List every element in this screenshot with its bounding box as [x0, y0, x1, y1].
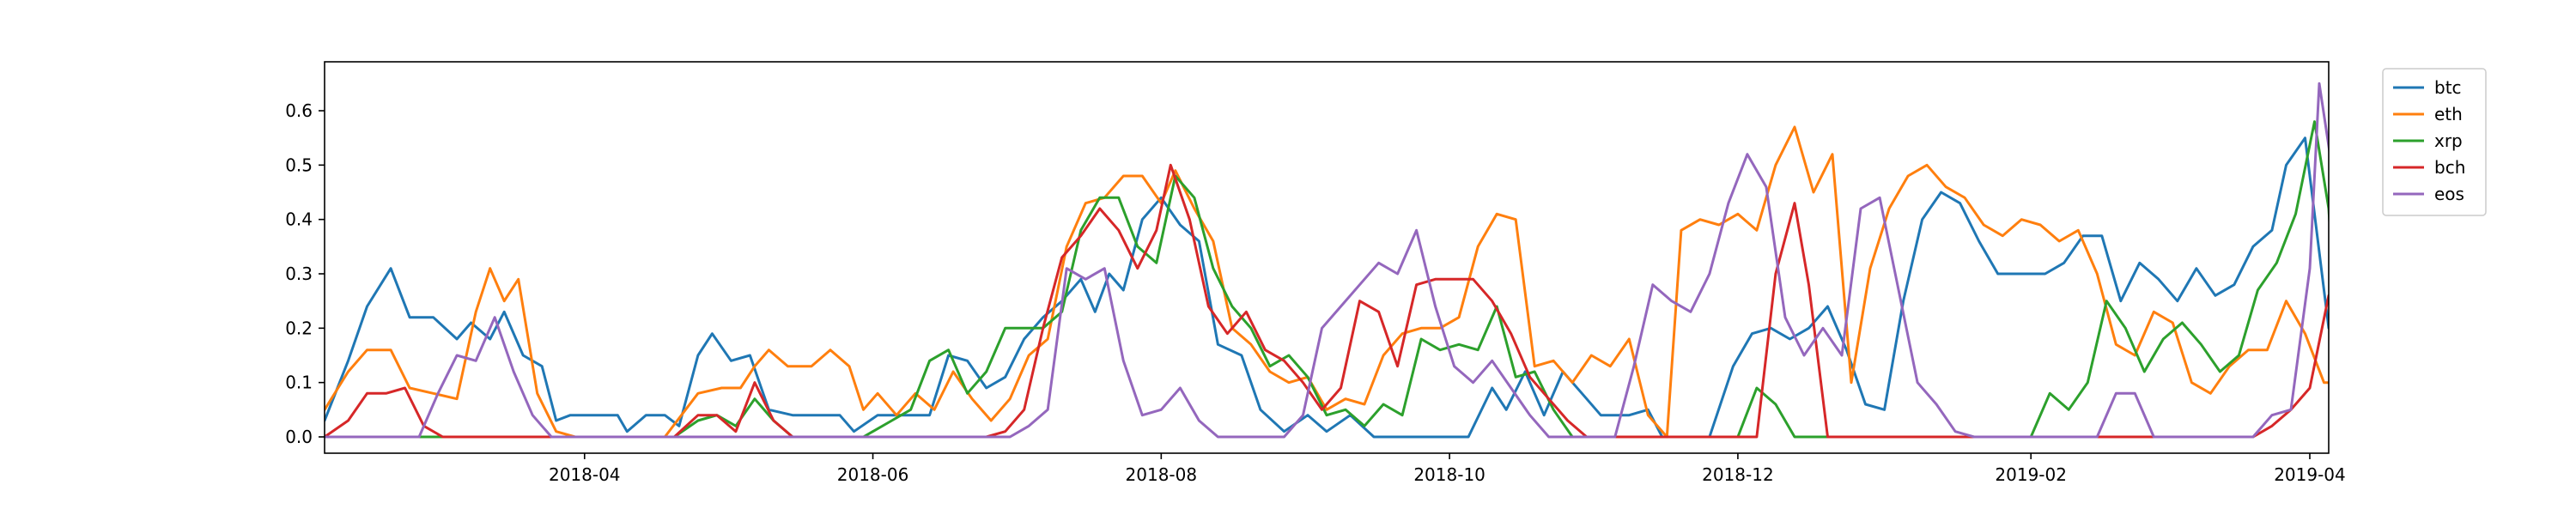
x-tick-label: 2018-10	[1413, 464, 1485, 485]
axes-layer: 0.0 0.1 0.2 0.3 0.4 0.5 0.6 2018-04 2018-06 2018-…	[285, 61, 2346, 485]
y-tick-label: 0.3	[285, 264, 313, 284]
y-tick-label: 0.5	[285, 154, 313, 175]
x-tick-label: 2019-04	[2274, 464, 2346, 485]
series-layer	[325, 82, 2329, 439]
series-line-bch	[325, 163, 2329, 439]
legend: btc eth xrp bch eos	[2382, 68, 2487, 216]
series-line-btc	[325, 136, 2329, 439]
x-tick-label: 2018-12	[1702, 464, 1774, 485]
legend-label-xrp: xrp	[2434, 130, 2463, 151]
y-tick-label: 0.0	[285, 427, 313, 447]
x-tick-label: 2018-06	[837, 464, 909, 485]
y-tick-label: 0.2	[285, 318, 313, 338]
x-tick-label: 2018-04	[549, 464, 621, 485]
series-line-xrp	[325, 120, 2329, 439]
series-line-eos	[325, 82, 2329, 439]
legend-label-bch: bch	[2434, 157, 2465, 178]
y-tick-label: 0.4	[285, 209, 313, 230]
plot-frame	[324, 61, 2330, 454]
legend-label-btc: btc	[2434, 77, 2462, 98]
x-tick-label: 2018-08	[1126, 464, 1198, 485]
y-tick-label: 0.1	[285, 373, 313, 393]
y-tick-label: 0.6	[285, 100, 313, 121]
legend-label-eos: eos	[2434, 184, 2464, 204]
x-tick-label: 2019-02	[1995, 464, 2067, 485]
legend-box	[2382, 68, 2487, 216]
series-line-eth	[325, 125, 2329, 439]
legend-label-eth: eth	[2434, 104, 2463, 124]
